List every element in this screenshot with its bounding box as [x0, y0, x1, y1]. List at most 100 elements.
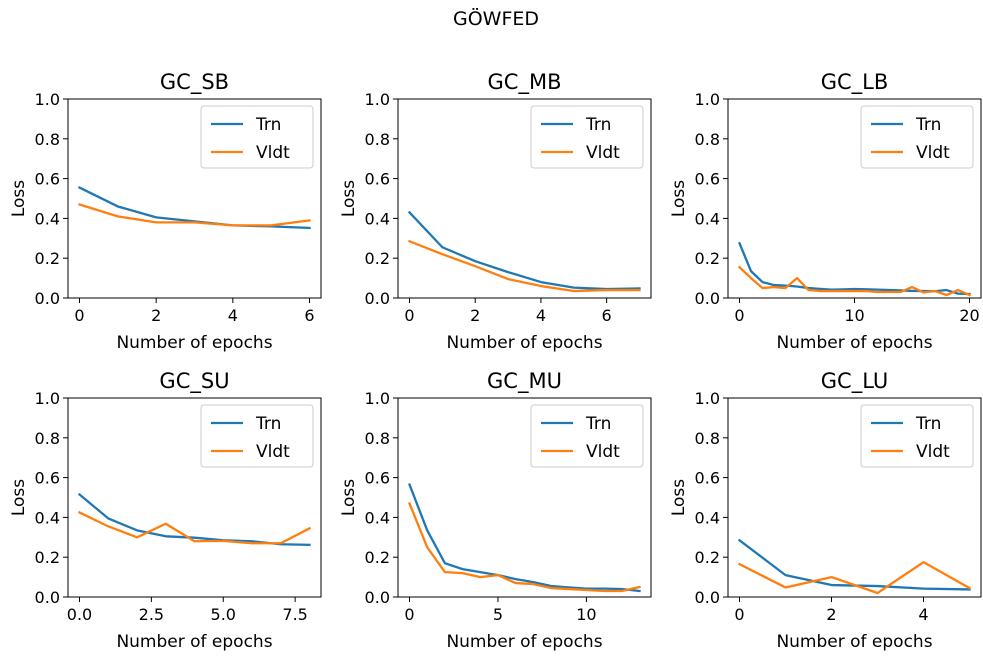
x-tick-label: 0.0: [67, 605, 92, 624]
legend-label: Trn: [255, 115, 281, 135]
series-line-vldt: [77, 510, 312, 545]
legend-label: Trn: [915, 414, 941, 434]
x-tick-label: 5: [493, 605, 503, 624]
x-axis-label: Number of epochs: [446, 632, 602, 652]
x-tick-label: 20: [959, 306, 979, 325]
y-axis-label: Loss: [9, 180, 29, 217]
series-line-vldt: [737, 265, 972, 297]
y-tick-label: 0.0: [365, 289, 390, 308]
y-axis-label: Loss: [669, 180, 689, 217]
x-tick-label: 2: [826, 605, 836, 624]
y-tick-label: 0.4: [35, 508, 60, 527]
y-tick-label: 1.0: [35, 90, 60, 109]
y-axis-label: Loss: [9, 479, 29, 516]
subplot-title: GC_LU: [821, 369, 888, 394]
x-tick-label: 5.0: [211, 605, 236, 624]
y-tick-label: 0.6: [35, 170, 60, 189]
x-tick-label: 7.5: [282, 605, 307, 624]
y-tick-label: 0.2: [695, 249, 720, 268]
y-tick-label: 0.6: [365, 170, 390, 189]
y-tick-label: 0.0: [695, 588, 720, 607]
legend-label: Trn: [915, 115, 941, 135]
y-tick-label: 0.6: [365, 469, 390, 488]
y-tick-label: 0.4: [365, 508, 390, 527]
x-tick-label: 0: [404, 306, 414, 325]
y-tick-label: 1.0: [695, 389, 720, 408]
y-tick-label: 0.0: [365, 588, 390, 607]
series-line-trn: [77, 492, 311, 547]
y-tick-label: 0.6: [695, 170, 720, 189]
subplot-5: GC_LU 0.0 0.2 0.4 0.6 0.8 1.0 0 2 4 Number of epoc…: [669, 369, 982, 652]
y-axis-label: Loss: [339, 180, 359, 217]
series-line-vldt: [737, 561, 972, 595]
x-tick-label: 6: [602, 306, 612, 325]
series-line-vldt: [408, 501, 641, 593]
legend: Trn Vldt: [530, 105, 644, 169]
x-tick-label: 2: [151, 306, 161, 325]
legend-label: Trn: [585, 115, 611, 135]
y-tick-label: 0.8: [695, 429, 720, 448]
subplot-title: GC_MB: [488, 70, 562, 95]
legend-label: Vldt: [586, 143, 620, 163]
legend: Trn Vldt: [200, 105, 314, 169]
x-tick-label: 0: [734, 306, 744, 325]
y-tick-label: 0.4: [695, 209, 720, 228]
legend: Trn Vldt: [860, 105, 974, 169]
subplot-2: GC_LB 0.0 0.2 0.4 0.6 0.8 1.0 0 10 20 Number of ep…: [669, 70, 982, 353]
x-axis-label: Number of epochs: [446, 333, 602, 353]
y-tick-label: 0.2: [35, 249, 60, 268]
y-tick-label: 0.8: [35, 130, 60, 149]
x-tick-label: 0: [734, 605, 744, 624]
legend-label: Trn: [585, 414, 611, 434]
y-tick-label: 0.8: [35, 429, 60, 448]
y-tick-label: 1.0: [35, 389, 60, 408]
subplot-title: GC_LB: [821, 70, 889, 95]
axes-frame: [67, 98, 322, 299]
legend: Trn Vldt: [860, 404, 974, 468]
y-axis-label: Loss: [669, 479, 689, 516]
y-tick-label: 0.4: [365, 209, 390, 228]
y-tick-label: 0.8: [695, 130, 720, 149]
legend: Trn Vldt: [200, 404, 314, 468]
x-tick-label: 6: [304, 306, 314, 325]
y-tick-label: 1.0: [695, 90, 720, 109]
x-tick-label: 2.5: [139, 605, 164, 624]
x-tick-label: 2: [470, 306, 480, 325]
subplot-title: GC_SB: [160, 70, 229, 95]
series-line-vldt: [78, 203, 311, 227]
y-tick-label: 0.8: [365, 429, 390, 448]
y-tick-label: 1.0: [365, 389, 390, 408]
x-tick-label: 10: [576, 605, 596, 624]
x-tick-label: 4: [918, 605, 928, 624]
x-axis-label: Number of epochs: [116, 632, 272, 652]
y-tick-label: 0.6: [695, 469, 720, 488]
y-tick-label: 0.4: [35, 209, 60, 228]
subplot-title: GC_MU: [487, 369, 562, 394]
y-tick-label: 0.2: [365, 548, 390, 567]
legend: Trn Vldt: [530, 404, 644, 468]
y-tick-label: 0.2: [365, 249, 390, 268]
legend-label: Vldt: [256, 442, 290, 462]
x-tick-label: 4: [228, 306, 238, 325]
axes-frame: [727, 397, 982, 598]
y-tick-label: 0.2: [35, 548, 60, 567]
y-tick-label: 0.0: [35, 588, 60, 607]
x-tick-label: 4: [536, 306, 546, 325]
legend-label: Vldt: [916, 143, 950, 163]
series-line-vldt: [408, 239, 641, 293]
subplot-title: GC_SU: [159, 369, 229, 394]
subplot-3: GC_SU 0.0 0.2 0.4 0.6 0.8 1.0 0.0 2.5 5.0 7.5 Numbe…: [9, 369, 322, 652]
x-tick-label: 0: [404, 605, 414, 624]
y-tick-label: 1.0: [365, 90, 390, 109]
x-axis-label: Number of epochs: [776, 333, 932, 353]
y-axis-label: Loss: [339, 479, 359, 516]
legend-label: Vldt: [256, 143, 290, 163]
subplot-4: GC_MU 0.0 0.2 0.4 0.6 0.8 1.0 0 5 10 Number of epo…: [339, 369, 652, 652]
legend-label: Vldt: [916, 442, 950, 462]
y-tick-label: 0.8: [365, 130, 390, 149]
y-tick-label: 0.0: [35, 289, 60, 308]
x-tick-label: 0: [74, 306, 84, 325]
subplot-0: GC_SB 0.0 0.2 0.4 0.6 0.8 1.0 0 2 4 6 Number of epo…: [9, 70, 322, 353]
